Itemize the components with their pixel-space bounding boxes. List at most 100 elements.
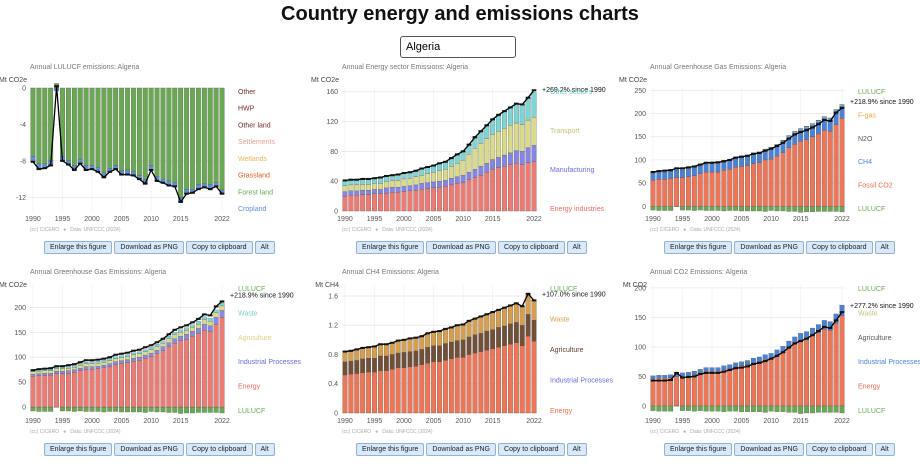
x-tick-label: 2000 bbox=[704, 418, 720, 425]
copy-clipboard-button[interactable]: Copy to clipboard bbox=[186, 443, 253, 456]
enlarge-figure-button[interactable]: Enlarge this figure bbox=[664, 241, 733, 254]
bar-segment-lulucf bbox=[668, 405, 674, 412]
chart-title: Annual Energy sector Emissions: Algeria bbox=[342, 64, 468, 71]
bar-segment-energy bbox=[348, 374, 354, 414]
bar-segment-manufacturing bbox=[472, 169, 478, 178]
total-marker bbox=[348, 349, 354, 352]
bar-segment-energy-industries bbox=[431, 187, 437, 212]
enlarge-figure-button[interactable]: Enlarge this figure bbox=[356, 241, 425, 254]
y-tick-label: 1.2 bbox=[328, 323, 338, 330]
total-marker bbox=[184, 324, 189, 327]
bar-segment-lulucf bbox=[213, 406, 219, 413]
bar-segment-agriculture bbox=[407, 351, 413, 368]
total-marker bbox=[490, 118, 495, 121]
copy-clipboard-button[interactable]: Copy to clipboard bbox=[806, 443, 873, 456]
copy-clipboard-button[interactable]: Copy to clipboard bbox=[498, 241, 565, 254]
bar-segment-lulucf bbox=[656, 405, 662, 412]
bar-segment-industrial-processes bbox=[839, 304, 845, 316]
total-marker bbox=[466, 143, 472, 146]
download-png-button[interactable]: Download as PNG bbox=[426, 443, 497, 456]
copy-clipboard-button[interactable]: Copy to clipboard bbox=[806, 241, 873, 254]
bar-segment-energy bbox=[401, 367, 407, 414]
bar-segment-agriculture bbox=[448, 341, 454, 359]
download-png-button[interactable]: Download as PNG bbox=[114, 241, 185, 254]
alt-text-button[interactable]: Alt bbox=[566, 443, 587, 456]
bar-segment-agriculture bbox=[413, 350, 419, 367]
bar-segment-waste bbox=[360, 347, 366, 359]
bar-segment-lulucf bbox=[219, 406, 225, 414]
bar-segment-energy bbox=[119, 363, 125, 408]
bar-segment-agriculture bbox=[460, 339, 466, 358]
alt-text-button[interactable]: Alt bbox=[566, 241, 587, 254]
bar-segment-waste bbox=[419, 336, 425, 350]
total-marker bbox=[437, 162, 442, 165]
bar-segment-lulucf bbox=[750, 206, 756, 212]
bar-segment-transport bbox=[389, 180, 395, 188]
y-tick-label: 1.6 bbox=[328, 293, 338, 300]
alt-text-button[interactable]: Alt bbox=[254, 443, 275, 456]
total-marker bbox=[142, 346, 148, 349]
credit-text: (cc) CICERO ● Data: UNFCCC (2024) bbox=[30, 227, 121, 233]
bar-segment-transport bbox=[407, 178, 413, 186]
total-marker bbox=[478, 315, 484, 318]
bar-segment-industrial-processes bbox=[762, 354, 768, 360]
bar-segment-agriculture bbox=[219, 305, 225, 311]
bar-segment-energy-industries bbox=[442, 186, 448, 212]
y-tick-label: 40 bbox=[330, 179, 338, 186]
bar-segment-transport bbox=[425, 173, 431, 183]
bar-segment-lulucf bbox=[101, 406, 107, 413]
total-marker bbox=[395, 339, 401, 342]
bar-segment-energy-industries bbox=[472, 177, 478, 212]
bar-segment-waste bbox=[366, 347, 372, 359]
bar-segment-energy-industries bbox=[466, 179, 472, 212]
credit-source: Data: UNFCCC (2024) bbox=[70, 429, 121, 435]
bar-segment-energy bbox=[531, 341, 537, 414]
bar-segment-lulucf bbox=[656, 206, 662, 211]
enlarge-figure-button[interactable]: Enlarge this figure bbox=[356, 443, 425, 456]
y-tick-label: 0 bbox=[22, 86, 26, 93]
total-marker bbox=[342, 179, 348, 182]
enlarge-figure-button[interactable]: Enlarge this figure bbox=[44, 241, 113, 254]
credit-text: (cc) CICERO ● Data: UNFCCC (2024) bbox=[650, 227, 741, 233]
enlarge-figure-button[interactable]: Enlarge this figure bbox=[664, 443, 733, 456]
bar-segment-forest-land bbox=[77, 87, 83, 160]
bar-segment-waste bbox=[83, 362, 89, 364]
chart-title: Annual Greenhouse Gas Emissions: Algeria bbox=[650, 64, 786, 71]
bar-segment-manufacturing bbox=[519, 151, 525, 165]
total-marker bbox=[36, 368, 42, 371]
enlarge-figure-button[interactable]: Enlarge this figure bbox=[44, 443, 113, 456]
bar-segment-forest-land bbox=[184, 87, 190, 190]
credit-text: (cc) CICERO ● Data: UNFCCC (2024) bbox=[342, 227, 433, 233]
total-marker bbox=[768, 357, 774, 360]
copy-clipboard-button[interactable]: Copy to clipboard bbox=[498, 443, 565, 456]
bar-segment-transport bbox=[466, 154, 472, 173]
alt-text-button[interactable]: Alt bbox=[254, 241, 275, 254]
download-png-button[interactable]: Download as PNG bbox=[734, 241, 805, 254]
bar-segment-fossil-co2 bbox=[703, 171, 709, 207]
bar-segment-energy bbox=[142, 358, 148, 408]
bar-segment-industrial-processes bbox=[739, 361, 745, 366]
bar-segment-agriculture bbox=[466, 336, 472, 355]
bar-segment-agriculture bbox=[148, 349, 154, 354]
total-marker bbox=[780, 351, 786, 354]
alt-text-button[interactable]: Alt bbox=[874, 241, 895, 254]
series-label: Fossil CO2 bbox=[858, 183, 893, 190]
bar-segment-forest-land bbox=[83, 87, 89, 166]
bar-segment-lulucf bbox=[739, 405, 745, 412]
download-png-button[interactable]: Download as PNG bbox=[426, 241, 497, 254]
download-png-button[interactable]: Download as PNG bbox=[734, 443, 805, 456]
bar-segment-forest-land bbox=[125, 87, 130, 171]
x-tick-label: 2005 bbox=[734, 216, 750, 223]
y-tick-label: 50 bbox=[638, 374, 646, 381]
bar-segment-energy-industries bbox=[448, 184, 454, 212]
alt-text-button[interactable]: Alt bbox=[874, 443, 895, 456]
copy-clipboard-button[interactable]: Copy to clipboard bbox=[186, 241, 253, 254]
download-png-button[interactable]: Download as PNG bbox=[114, 443, 185, 456]
country-search-input[interactable] bbox=[400, 36, 516, 58]
bar-segment-energy bbox=[42, 375, 48, 408]
series-label: LULUCF bbox=[858, 89, 885, 96]
total-marker bbox=[66, 364, 71, 367]
bar-segment-lulucf bbox=[768, 405, 774, 412]
bar-segment-energy-industries bbox=[502, 166, 507, 212]
credit-bullet: ● bbox=[63, 227, 66, 233]
